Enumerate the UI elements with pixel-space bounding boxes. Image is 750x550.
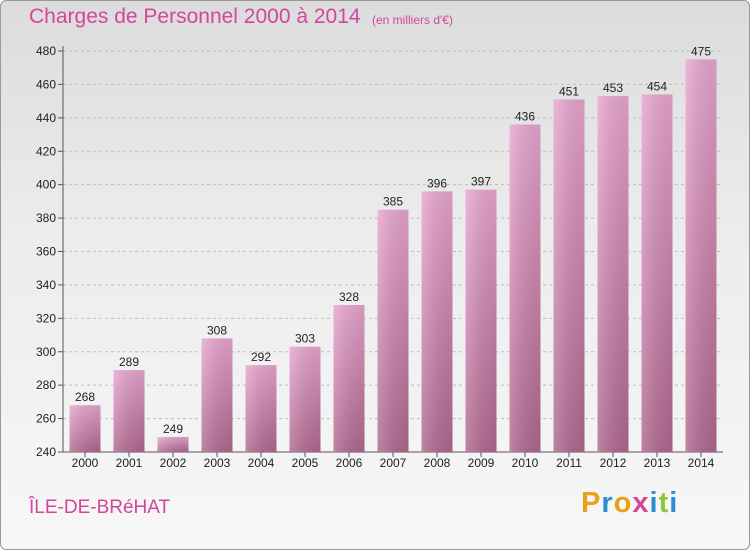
- x-tick-label: 2002: [160, 456, 187, 470]
- bar-shading: [377, 209, 409, 452]
- y-tick-label: 320: [36, 311, 56, 325]
- x-tick-label: 2000: [72, 456, 99, 470]
- y-tick-label: 380: [36, 211, 56, 225]
- proxiti-logo: Proxiti: [581, 487, 678, 520]
- data-label: 268: [75, 390, 95, 404]
- bar-shading: [553, 99, 585, 453]
- y-tick-label: 400: [36, 178, 56, 192]
- x-tick-label: 2010: [512, 456, 539, 470]
- y-tick-label: 260: [36, 412, 56, 426]
- x-tick-label: 2001: [116, 456, 143, 470]
- data-label: 289: [119, 355, 139, 369]
- data-label: 308: [207, 323, 227, 337]
- y-tick-label: 480: [36, 44, 56, 58]
- bar-shading: [113, 370, 145, 452]
- x-tick-label: 2014: [688, 456, 715, 470]
- data-label: 451: [559, 84, 579, 98]
- y-tick-label: 240: [36, 445, 56, 459]
- x-tick-label: 2013: [644, 456, 671, 470]
- data-label: 385: [383, 195, 403, 209]
- y-tick-label: 300: [36, 345, 56, 359]
- logo-letter: t: [658, 487, 670, 519]
- data-label: 328: [339, 290, 359, 304]
- data-label: 303: [295, 332, 315, 346]
- x-tick-label: 2006: [336, 456, 363, 470]
- x-tick-label: 2009: [468, 456, 495, 470]
- place-name: ÎLE-DE-BRéHAT: [29, 497, 171, 518]
- data-label: 454: [647, 79, 667, 93]
- y-tick-label: 360: [36, 245, 56, 259]
- bar-shading: [157, 436, 189, 452]
- y-tick-label: 440: [36, 111, 56, 125]
- bar-shading: [333, 304, 365, 452]
- bar-shading: [597, 96, 629, 453]
- bar-shading: [69, 405, 101, 452]
- bar-shading: [289, 346, 321, 452]
- y-tick-label: 340: [36, 278, 56, 292]
- bar-shading: [465, 189, 497, 452]
- logo-letter: P: [581, 487, 602, 519]
- y-tick-label: 460: [36, 77, 56, 91]
- data-label: 475: [691, 44, 711, 58]
- x-tick-label: 2003: [204, 456, 231, 470]
- logo-letter: i: [649, 487, 659, 519]
- data-label: 396: [427, 176, 447, 190]
- bar-shading: [685, 59, 717, 453]
- data-label: 249: [163, 422, 183, 436]
- x-tick-label: 2011: [556, 456, 582, 470]
- logo-letter: i: [669, 487, 679, 519]
- bar-shading: [201, 338, 233, 452]
- chart-title: Charges de Personnel 2000 à 2014: [29, 5, 361, 28]
- logo-letter: o: [613, 487, 633, 519]
- chart-subtitle: (en milliers d'€): [372, 13, 453, 27]
- y-tick-label: 420: [36, 144, 56, 158]
- logo-letter: r: [601, 487, 614, 519]
- logo-letter: x: [632, 487, 650, 519]
- bar-shading: [421, 191, 453, 452]
- x-tick-label: 2004: [248, 456, 275, 470]
- bar-shading: [245, 365, 277, 452]
- x-tick-label: 2007: [380, 456, 407, 470]
- bar-shading: [509, 124, 541, 453]
- bar-shading: [641, 94, 673, 453]
- x-tick-label: 2005: [292, 456, 319, 470]
- data-label: 397: [471, 175, 491, 189]
- data-label: 292: [251, 350, 271, 364]
- x-tick-label: 2008: [424, 456, 451, 470]
- x-tick-label: 2012: [600, 456, 627, 470]
- data-label: 453: [603, 81, 623, 95]
- y-tick-label: 280: [36, 378, 56, 392]
- data-label: 436: [515, 110, 535, 124]
